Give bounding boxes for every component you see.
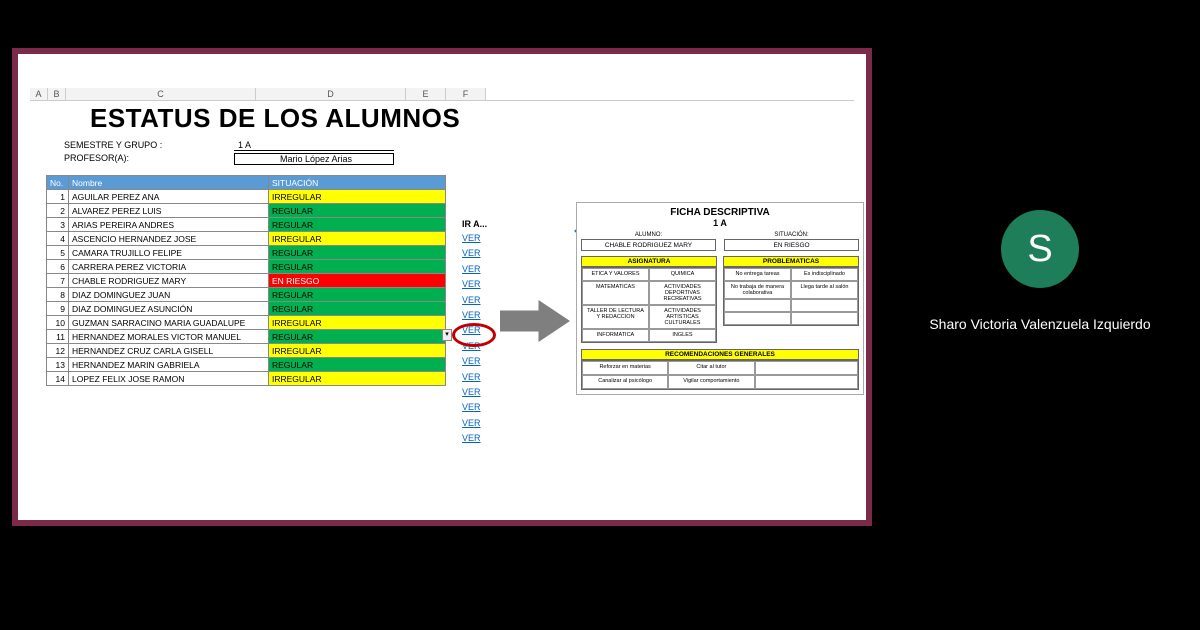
table-row[interactable]: 4ASCENCIO HERNANDEZ JOSEIRREGULAR xyxy=(47,232,446,246)
ficha-cell: No entrega tareas xyxy=(724,268,791,281)
shared-screen: ABCDEF ESTATUS DE LOS ALUMNOS SEMESTRE Y… xyxy=(12,48,872,526)
table-row[interactable]: 14LOPEZ FELIX JOSE RAMONIRREGULAR xyxy=(47,372,446,386)
situacion-label: SITUACIÓN: xyxy=(724,232,859,238)
ficha-cell xyxy=(791,312,858,325)
ficha-cell: Citar al tutor xyxy=(668,361,754,375)
ver-link[interactable]: VER xyxy=(462,433,487,448)
ficha-cell: Reforzar en materias xyxy=(582,361,668,375)
arrow-right-icon xyxy=(500,296,570,346)
ver-link[interactable]: VER xyxy=(462,295,487,310)
ficha-cell: ETICA Y VALORES xyxy=(582,268,649,281)
ficha-cell: No trabaja de manera colaborativa xyxy=(724,281,791,299)
ficha-cell: Llega tarde al salón xyxy=(791,281,858,299)
ficha-cell: TALLER DE LECTURA Y REDACCION xyxy=(582,305,649,329)
ficha-cell: Es indisciplinado xyxy=(791,268,858,281)
ver-link[interactable]: VER xyxy=(462,341,487,356)
alumno-label: ALUMNO: xyxy=(581,232,716,238)
participant-tile[interactable]: S Sharo Victoria Valenzuela Izquierdo xyxy=(910,210,1170,332)
profesor-label: PROFESOR(A): xyxy=(64,153,234,165)
table-row[interactable]: 10GUZMAN SARRACINO MARIA GUADALUPEIRREGU… xyxy=(47,316,446,330)
semestre-label: SEMESTRE Y GRUPO : xyxy=(64,140,234,151)
ficha-cell: INFORMATICA xyxy=(582,329,649,342)
profesor-value: Mario López Arias xyxy=(234,153,394,165)
ver-link[interactable]: VER xyxy=(462,387,487,402)
table-row[interactable]: 3ARIAS PEREIRA ANDRESREGULAR xyxy=(47,218,446,232)
ficha-cell xyxy=(791,299,858,312)
links-column: IR A... VERVERVERVERVERVERVERVERVERVERVE… xyxy=(462,219,487,448)
table-row[interactable]: 9DIAZ DOMINGUEZ ASUNCIÓNREGULAR xyxy=(47,302,446,316)
avatar: S xyxy=(1001,210,1079,288)
ficha-title: FICHA DESCRIPTIVA xyxy=(581,207,859,218)
ver-link[interactable]: VER xyxy=(462,248,487,263)
semestre-value: 1 A xyxy=(234,140,394,151)
ver-link[interactable]: VER xyxy=(462,310,487,325)
ficha-cell xyxy=(724,312,791,325)
ver-link[interactable]: VER xyxy=(462,356,487,371)
dropdown-arrow-icon[interactable]: ▾ xyxy=(442,329,452,341)
ficha-cell: Vigilar comportamiento xyxy=(668,375,754,389)
ficha-cell xyxy=(724,299,791,312)
ficha-subtitle: 1 A xyxy=(581,218,859,228)
ficha-cell xyxy=(755,375,859,389)
asignatura-header: ASIGNATURA xyxy=(581,256,717,267)
table-row[interactable]: 5CAMARA TRUJILLO FELIPEREGULAR xyxy=(47,246,446,260)
ficha-cell: ACTIVIDADES DEPORTIVAS RECREATIVAS xyxy=(649,281,716,305)
problematicas-header: PROBLEMATICAS xyxy=(723,256,859,267)
ficha-cell: MATEMATICAS xyxy=(582,281,649,305)
table-row[interactable]: 13HERNANDEZ MARIN GABRIELAREGULAR xyxy=(47,358,446,372)
table-row[interactable]: 7CHABLE RODRIGUEZ MARYEN RIESGO xyxy=(47,274,446,288)
links-header: IR A... xyxy=(462,219,487,229)
ver-link[interactable]: VER xyxy=(462,264,487,279)
ver-link[interactable]: VER xyxy=(462,325,487,340)
recomendaciones-header: RECOMENDACIONES GENERALES xyxy=(581,349,859,360)
ficha-panel: FICHA DESCRIPTIVA 1 A ALUMNO: CHABLE ROD… xyxy=(576,202,864,395)
ficha-cell: QUIMICA xyxy=(649,268,716,281)
page-title: ESTATUS DE LOS ALUMNOS xyxy=(90,103,854,134)
table-row[interactable]: 2ALVAREZ PEREZ LUISREGULAR xyxy=(47,204,446,218)
col-situacion: SITUACIÓN xyxy=(269,176,446,190)
ficha-cell: ACTIVIDADES ARTISTICAS CULTURALES xyxy=(649,305,716,329)
table-row[interactable]: 11HERNANDEZ MORALES VICTOR MANUELREGULAR xyxy=(47,330,446,344)
col-no: No. xyxy=(47,176,69,190)
spreadsheet-column-headers: ABCDEF xyxy=(30,88,854,101)
table-row[interactable]: 12HERNANDEZ CRUZ CARLA GISELLIRREGULAR xyxy=(47,344,446,358)
col-nombre: Nombre xyxy=(69,176,269,190)
ficha-cell: Canalizar al psicólogo xyxy=(582,375,668,389)
ver-link[interactable]: VER xyxy=(462,372,487,387)
table-row[interactable]: 6CARRERA PEREZ VICTORIAREGULAR xyxy=(47,260,446,274)
situacion-value: EN RIESGO xyxy=(724,239,859,251)
ver-link[interactable]: VER xyxy=(462,279,487,294)
ver-link[interactable]: VER xyxy=(462,418,487,433)
participant-name: Sharo Victoria Valenzuela Izquierdo xyxy=(910,316,1170,332)
ficha-cell xyxy=(755,361,859,375)
table-row[interactable]: 1AGUILAR PEREZ ANAIRREGULAR xyxy=(47,190,446,204)
ficha-cell: INGLES xyxy=(649,329,716,342)
table-row[interactable]: 8DIAZ DOMINGUEZ JUANREGULAR xyxy=(47,288,446,302)
ver-link[interactable]: VER xyxy=(462,233,487,248)
ver-link[interactable]: VER xyxy=(462,402,487,417)
students-table[interactable]: No. Nombre SITUACIÓN 1AGUILAR PEREZ ANAI… xyxy=(46,175,446,386)
alumno-value: CHABLE RODRIGUEZ MARY xyxy=(581,239,716,251)
